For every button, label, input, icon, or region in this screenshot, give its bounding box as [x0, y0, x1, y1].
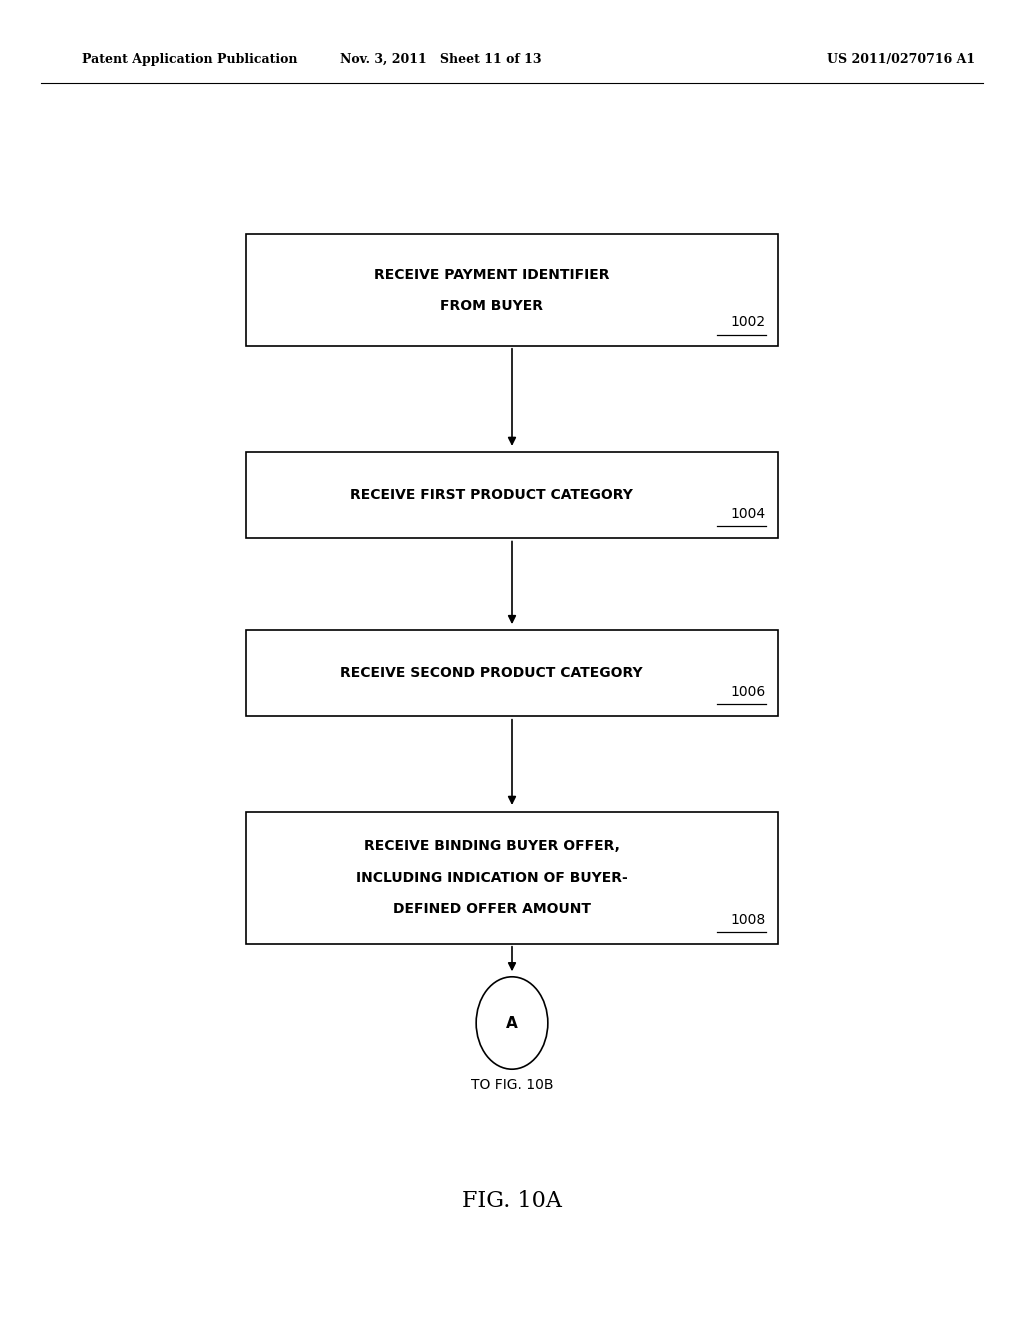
Text: A: A: [506, 1015, 518, 1031]
Text: RECEIVE SECOND PRODUCT CATEGORY: RECEIVE SECOND PRODUCT CATEGORY: [340, 667, 643, 680]
Text: US 2011/0270716 A1: US 2011/0270716 A1: [827, 53, 975, 66]
Text: TO FIG. 10B: TO FIG. 10B: [471, 1078, 553, 1092]
FancyBboxPatch shape: [246, 451, 778, 539]
Text: RECEIVE FIRST PRODUCT CATEGORY: RECEIVE FIRST PRODUCT CATEGORY: [350, 488, 633, 502]
FancyBboxPatch shape: [246, 235, 778, 346]
Text: RECEIVE BINDING BUYER OFFER,: RECEIVE BINDING BUYER OFFER,: [364, 840, 620, 853]
FancyBboxPatch shape: [246, 631, 778, 715]
Text: Nov. 3, 2011   Sheet 11 of 13: Nov. 3, 2011 Sheet 11 of 13: [340, 53, 541, 66]
Text: 1004: 1004: [731, 507, 766, 520]
Text: 1008: 1008: [731, 912, 766, 927]
Text: Patent Application Publication: Patent Application Publication: [82, 53, 297, 66]
Text: DEFINED OFFER AMOUNT: DEFINED OFFER AMOUNT: [392, 903, 591, 916]
Text: INCLUDING INDICATION OF BUYER-: INCLUDING INDICATION OF BUYER-: [355, 871, 628, 884]
FancyBboxPatch shape: [246, 812, 778, 944]
Text: FROM BUYER: FROM BUYER: [440, 300, 543, 313]
Text: 1006: 1006: [731, 685, 766, 700]
Text: RECEIVE PAYMENT IDENTIFIER: RECEIVE PAYMENT IDENTIFIER: [374, 268, 609, 281]
Text: 1002: 1002: [731, 315, 766, 329]
Text: FIG. 10A: FIG. 10A: [462, 1191, 562, 1212]
